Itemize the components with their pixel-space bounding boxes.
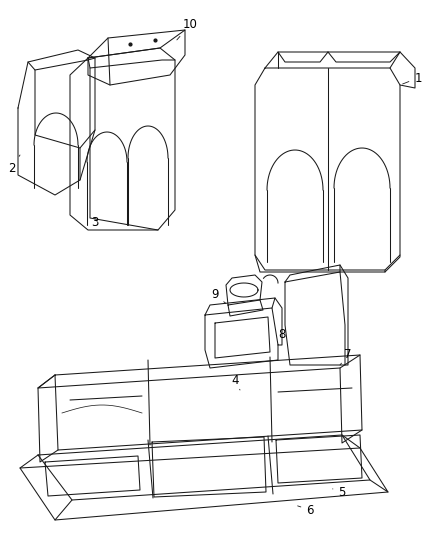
Text: 2: 2 — [8, 155, 20, 174]
Text: 6: 6 — [298, 504, 314, 516]
Text: 7: 7 — [340, 349, 352, 365]
Text: 4: 4 — [231, 374, 240, 390]
Text: 3: 3 — [91, 215, 99, 229]
Text: 1: 1 — [403, 71, 422, 85]
Text: 9: 9 — [211, 288, 226, 303]
Text: 10: 10 — [177, 19, 198, 40]
Text: 8: 8 — [278, 328, 286, 345]
Text: 5: 5 — [332, 486, 346, 498]
